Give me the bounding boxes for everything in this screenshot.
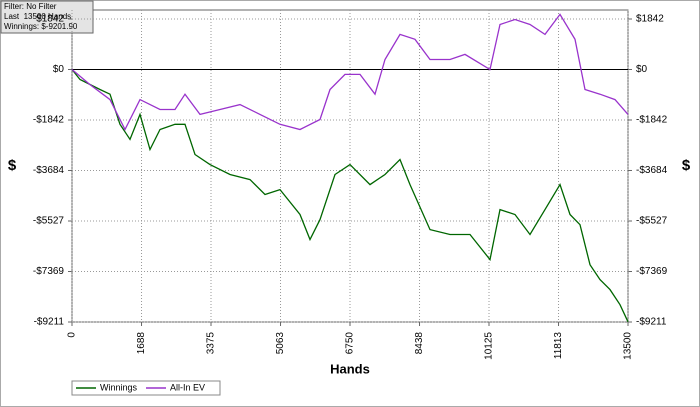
x-tick-label: 8438	[414, 332, 425, 355]
x-tick-label: 10125	[484, 332, 495, 360]
x-tick-label: 13500	[623, 332, 634, 360]
y2-tick-label: -$7369	[636, 266, 668, 277]
y-tick-label: $0	[53, 64, 65, 75]
info-box: Filter: No Filter Last 13500 Hands Winni…	[0, 0, 94, 34]
y-axis-label: $	[8, 157, 17, 174]
x-tick-label: 11813	[553, 332, 564, 360]
x-tick-label: 1688	[136, 332, 147, 355]
x-axis-label: Hands	[330, 361, 370, 376]
series-line	[71, 69, 629, 323]
y-tick-label: -$3684	[33, 165, 65, 176]
x-tick-label: 6750	[345, 332, 356, 355]
y-tick-label: -$1842	[33, 115, 65, 126]
series-line	[71, 13, 629, 131]
y2-tick-label: -$5527	[636, 216, 668, 227]
y-tick-label: -$7369	[33, 266, 65, 277]
info-line: Filter: No Filter	[4, 2, 57, 11]
x-tick-label: 3375	[206, 332, 217, 355]
info-line: Last 13500 Hands	[4, 12, 71, 21]
y-tick-label: $1842	[36, 14, 64, 25]
x-tick-label: 0	[67, 332, 78, 338]
y-tick-label: -$9211	[34, 317, 65, 328]
y2-tick-label: $0	[636, 64, 648, 75]
legend-label: Winnings	[100, 382, 138, 392]
legend-label: All-In EV	[170, 382, 205, 392]
y-tick-label: -$5527	[33, 216, 65, 227]
info-line: Winnings: $-9201.90	[4, 22, 78, 31]
y2-axis-label: $	[682, 157, 691, 174]
y2-tick-label: -$3684	[636, 165, 668, 176]
y2-tick-label: $1842	[636, 14, 664, 25]
y2-tick-label: -$1842	[636, 115, 668, 126]
x-tick-label: 5063	[275, 332, 286, 355]
info-box-bg	[0, 0, 94, 34]
y2-tick-label: -$9211	[636, 317, 667, 328]
